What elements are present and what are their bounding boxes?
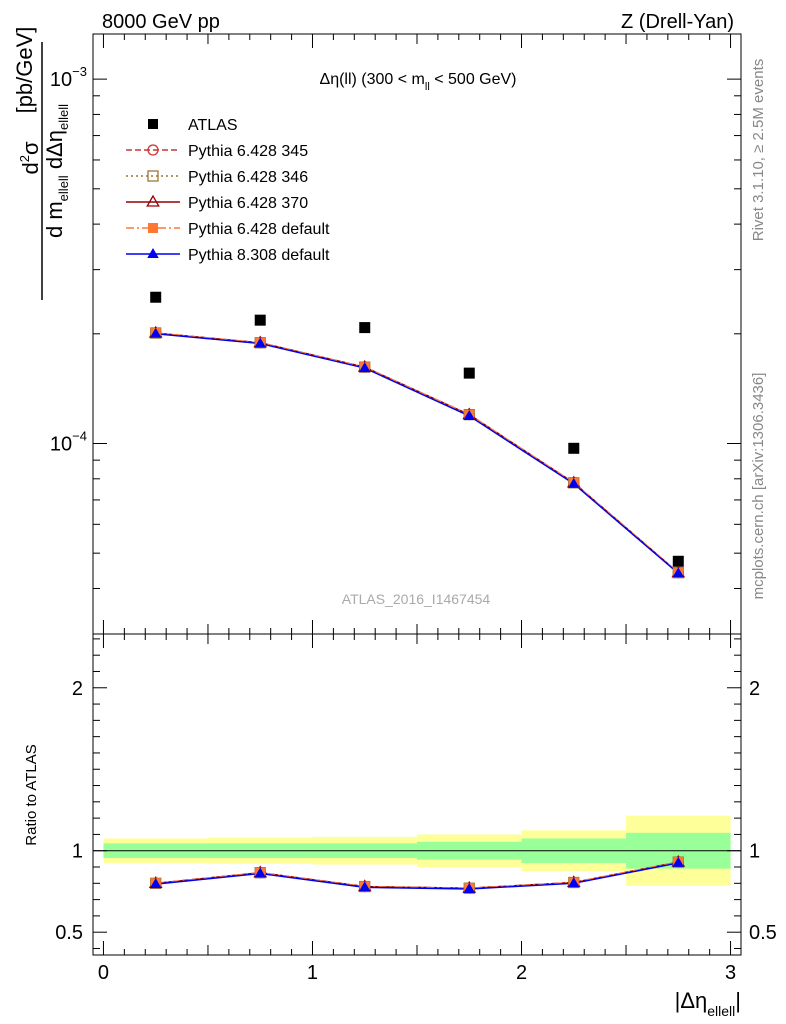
data-point-atlas [150, 291, 162, 303]
ylabel-den-2: dΔη [42, 130, 67, 175]
main-title: Δη(ll) (300 < mll < 500 GeV) [320, 71, 517, 93]
main-ytick-label-base: 10 [50, 433, 72, 455]
legend-marker-p8def [147, 248, 159, 258]
legend-marker-p346 [147, 170, 159, 182]
data-point-atlas [254, 314, 266, 326]
main-ylabel-denominator: d mellell dΔηellell [42, 104, 71, 238]
main-ytick-label: 10−4 [50, 428, 87, 455]
ylabel-den-1: d m [42, 201, 67, 238]
ratio-ytick-label-right: 2 [749, 678, 760, 700]
legend-label-p346: Pythia 6.428 346 [188, 169, 308, 186]
main-panel: 10−410−3 [50, 33, 742, 635]
ratio-ytick-label-right: 0.5 [749, 922, 777, 944]
ratio-point-p8def [358, 881, 371, 892]
ratio-xlabel: |Δηellell| [675, 988, 741, 1019]
ratio-ylabel: Ratio to ATLAS [23, 744, 40, 845]
rivet-note-text: Rivet 3.1.10, ≥ 2.5M events [750, 59, 767, 242]
main-ylabel: d2σ [17, 141, 43, 174]
legend-marker-p6def [148, 223, 158, 233]
data-point-p8def [463, 409, 476, 420]
legend-marker-atlas [148, 119, 158, 129]
series-line-p346 [155, 332, 679, 574]
ylabel-unit: [pb/GeV] [12, 27, 37, 114]
ratio-line-p8def [155, 862, 679, 890]
legend-label-p370: Pythia 6.428 370 [188, 195, 308, 212]
legend-label-atlas: ATLAS [188, 117, 238, 134]
xlabel-main: |Δη [675, 988, 708, 1013]
series-line-p6def [155, 332, 679, 574]
svg-text:|Δηellell|: |Δηellell| [675, 988, 741, 1019]
svg-text:d2σ: d2σ [17, 141, 43, 174]
ylabel-num-base: d [18, 162, 43, 174]
ratio-line-p6def [155, 861, 679, 889]
legend-label-p345: Pythia 6.428 345 [188, 143, 308, 160]
data-point-atlas [672, 555, 684, 567]
ratio-ytick-label-left: 2 [72, 678, 83, 700]
data-point-p8def [254, 337, 266, 348]
series-line-p8def [155, 333, 679, 574]
ratio-ytick-label-left: 1 [72, 841, 83, 863]
header-right: Z (Drell-Yan) [621, 11, 734, 33]
data-point-p8def [568, 477, 580, 488]
ratio-point-p8def [254, 867, 266, 878]
ylabel-den-sub-1: ellell [56, 175, 71, 201]
xlabel-end: | [735, 988, 741, 1013]
watermark: ATLAS_2016_I1467454 [342, 591, 491, 607]
main-title-sub: ll [425, 81, 430, 93]
legend-label-p8def: Pythia 8.308 default [188, 247, 330, 264]
ratio-ytick-label-right: 1 [749, 841, 760, 863]
series-line-p370 [155, 332, 679, 574]
main-ylabel-unit: [pb/GeV] [12, 27, 37, 114]
main-ytick-label-base: 10 [50, 69, 72, 91]
svg-text:d mellell dΔηellell: d mellell dΔηellell [42, 104, 71, 238]
ratio-xtick-label: 3 [725, 962, 736, 984]
ratio-point-p8def [149, 878, 162, 889]
main-ytick-label: 10−3 [50, 64, 87, 91]
main-ytick-label-exp: −4 [72, 428, 87, 443]
legend-marker-p370 [146, 194, 160, 207]
mcplots-note: mcplots.cern.ch [arXiv:1306.3436] [750, 373, 767, 600]
legend-marker-p345 [147, 144, 159, 156]
mcplots-note-text: mcplots.cern.ch [arXiv:1306.3436] [750, 373, 767, 600]
main-title-prefix: Δη(ll) (300 < m [320, 71, 425, 88]
ratio-panel: 0.5 0.5 1 1 2 2 0 1 2 3 [55, 633, 777, 984]
ratio-point-p8def [463, 883, 476, 894]
ylabel-den-sub-2: ellell [56, 104, 71, 130]
main-ytick-label-exp: −3 [72, 64, 87, 79]
xlabel-sub: ellell [707, 1003, 735, 1019]
legend-label-p6def: Pythia 6.428 default [188, 221, 330, 238]
ratio-xtick-label: 0 [98, 962, 109, 984]
ratio-frame [92, 633, 742, 956]
main-title-suffix: < 500 GeV) [430, 71, 517, 88]
legend: ATLAS Pythia 6.428 345 Pythia 6.428 346 Pyt… [126, 117, 330, 264]
data-point-p8def [672, 567, 685, 578]
data-point-atlas [568, 442, 580, 454]
ratio-point-p8def [568, 877, 580, 888]
ratio-xtick-label: 1 [307, 962, 318, 984]
data-point-p8def [358, 362, 371, 373]
ylabel-num-tail: σ [18, 141, 43, 155]
ratio-xtick-label: 2 [516, 962, 527, 984]
series-line-p345 [155, 332, 679, 574]
data-point-atlas [463, 367, 475, 379]
ratio-ytick-label-left: 0.5 [55, 922, 83, 944]
ratio-point-p8def [672, 856, 685, 867]
data-point-atlas [359, 322, 371, 334]
header-left: 8000 GeV pp [102, 11, 220, 33]
data-point-p8def [149, 327, 162, 338]
ratio-ylabel-text: Ratio to ATLAS [23, 744, 40, 845]
rivet-note: Rivet 3.1.10, ≥ 2.5M events [750, 59, 767, 242]
ylabel-num-sup: 2 [17, 155, 32, 162]
svg-text:Δη(ll) (300 < mll < 500 GeV): Δη(ll) (300 < mll < 500 GeV) [320, 71, 517, 93]
